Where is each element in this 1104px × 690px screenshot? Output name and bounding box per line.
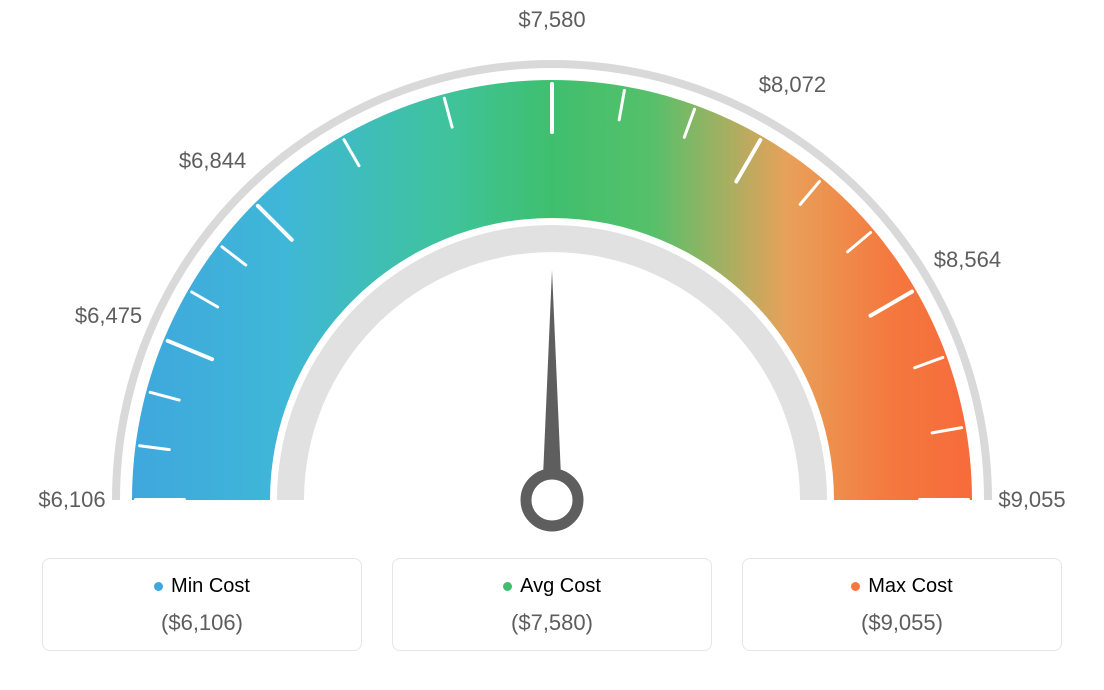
legend-value-max: ($9,055) [753, 610, 1051, 636]
legend-title-min: Min Cost [154, 575, 250, 598]
gauge-area: $6,106 $6,475 $6,844 $7,580 $8,072 $8,564 $9,0… [0, 0, 1104, 540]
legend-value-min: ($6,106) [53, 610, 351, 636]
gauge-tick-label: $9,055 [998, 487, 1065, 513]
legend-dot-max [851, 582, 860, 591]
legend-title-min-text: Min Cost [171, 575, 250, 598]
legend-card-max: Max Cost ($9,055) [742, 558, 1062, 651]
gauge-tick-label: $6,844 [179, 148, 246, 174]
legend-value-avg: ($7,580) [403, 610, 701, 636]
gauge-tick-label: $7,580 [518, 7, 585, 33]
legend-dot-avg [503, 582, 512, 591]
cost-gauge-container: $6,106 $6,475 $6,844 $7,580 $8,072 $8,564 $9,0… [0, 0, 1104, 690]
legend-dot-min [154, 582, 163, 591]
gauge-tick-label: $8,072 [759, 72, 826, 98]
gauge-tick-label: $6,475 [75, 303, 142, 329]
gauge-tick-label: $8,564 [934, 247, 1001, 273]
legend-row: Min Cost ($6,106) Avg Cost ($7,580) Max … [0, 558, 1104, 651]
gauge-tick-label: $6,106 [38, 487, 105, 513]
legend-title-avg: Avg Cost [503, 575, 601, 598]
legend-title-avg-text: Avg Cost [520, 575, 601, 598]
legend-card-min: Min Cost ($6,106) [42, 558, 362, 651]
legend-card-avg: Avg Cost ($7,580) [392, 558, 712, 651]
legend-title-max-text: Max Cost [868, 575, 952, 598]
legend-title-max: Max Cost [851, 575, 952, 598]
